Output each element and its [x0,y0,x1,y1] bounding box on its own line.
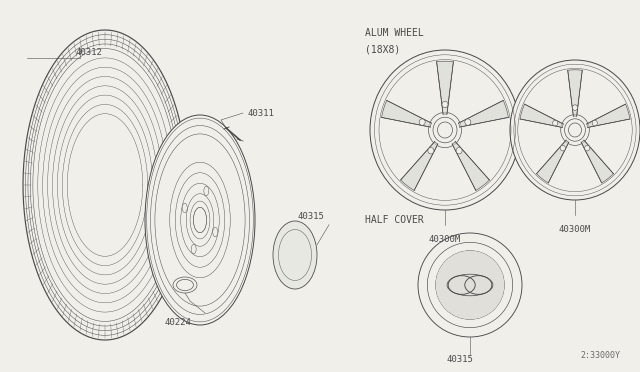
Ellipse shape [442,101,448,108]
Polygon shape [536,140,569,183]
Polygon shape [568,70,582,116]
Text: 2:33000Y: 2:33000Y [580,351,620,360]
Ellipse shape [552,120,558,126]
Polygon shape [436,61,453,114]
Ellipse shape [465,119,471,125]
Polygon shape [581,140,614,183]
Polygon shape [587,104,630,128]
Text: 40311: 40311 [248,109,275,118]
Text: HALF COVER: HALF COVER [365,215,424,225]
Ellipse shape [428,148,434,154]
Text: (18X8): (18X8) [365,44,400,54]
Circle shape [436,251,504,319]
Ellipse shape [182,203,188,213]
Ellipse shape [510,60,640,200]
Polygon shape [452,142,490,190]
Ellipse shape [145,115,255,325]
Ellipse shape [419,119,425,125]
Polygon shape [401,142,438,190]
Polygon shape [520,104,563,128]
Ellipse shape [572,105,577,110]
Text: 40315: 40315 [298,212,325,221]
Ellipse shape [204,186,209,196]
Text: 40224: 40224 [164,318,191,327]
Ellipse shape [273,221,317,289]
Text: ALUM WHEEL: ALUM WHEEL [365,28,424,38]
Polygon shape [458,100,508,127]
Ellipse shape [584,145,590,151]
Ellipse shape [212,227,218,237]
Ellipse shape [191,244,196,254]
Text: 40300M: 40300M [559,225,591,234]
Ellipse shape [592,120,597,126]
Text: 40300M: 40300M [429,235,461,244]
Polygon shape [381,100,431,127]
Ellipse shape [370,50,520,210]
Ellipse shape [456,148,462,154]
Text: 40315: 40315 [447,355,474,364]
Ellipse shape [193,208,207,232]
Text: 40312: 40312 [75,48,102,57]
Ellipse shape [560,145,565,151]
